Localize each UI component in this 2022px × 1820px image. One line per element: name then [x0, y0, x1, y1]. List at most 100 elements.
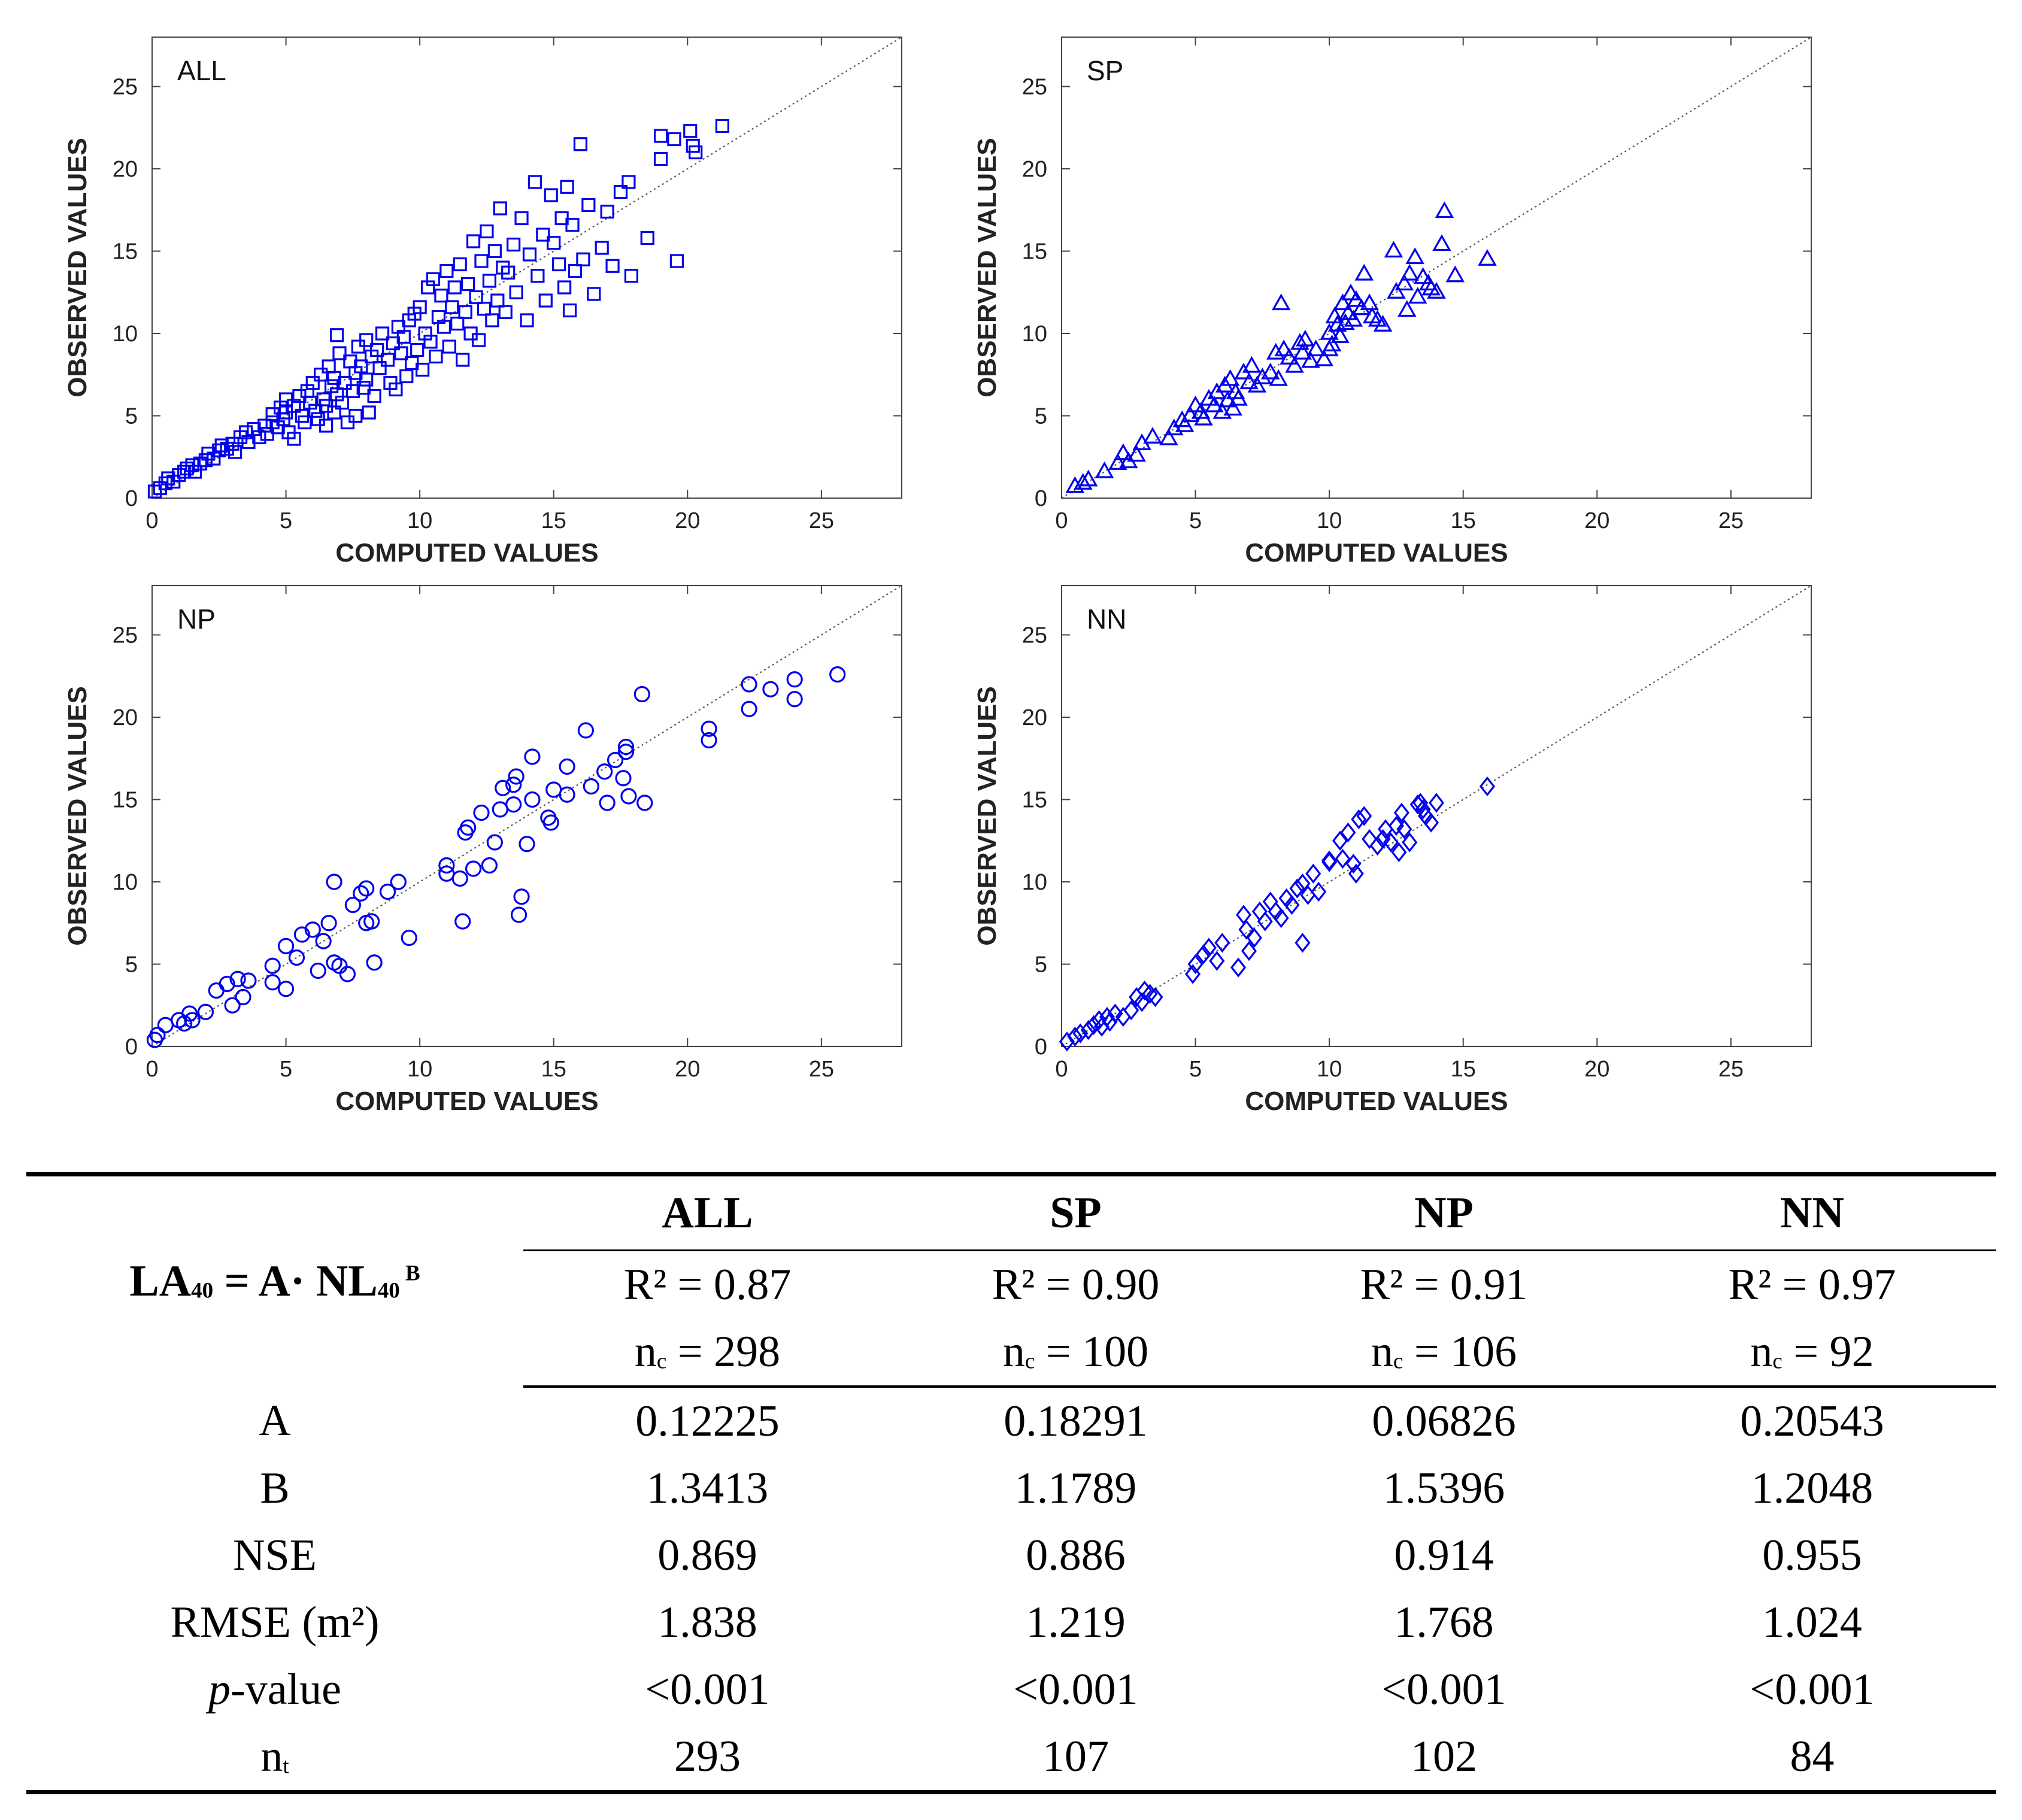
data-point	[1253, 367, 1272, 384]
data-point	[356, 381, 371, 395]
data-point	[1123, 1000, 1139, 1021]
data-point	[264, 974, 281, 991]
data-point	[1214, 933, 1230, 953]
data-point	[1241, 941, 1257, 961]
x-tick-label: 5	[1189, 1057, 1202, 1082]
data-point	[1236, 905, 1252, 925]
data-point	[520, 313, 534, 327]
cell-value: 107	[1042, 1731, 1109, 1781]
data-point	[184, 1012, 201, 1029]
cell-value: 1.3413	[646, 1463, 769, 1513]
cell-value: 0.18291	[1004, 1396, 1148, 1446]
scatter-panel-sp: 0 5 10 15 20 25 0 5 10 15 20 25 COMPUTED VALUES OBSER…	[972, 37, 1812, 568]
data-point	[1194, 408, 1213, 426]
y-axis-label: OBSERVED VALUES	[63, 138, 92, 398]
data-point	[1080, 1020, 1096, 1041]
y-tick-label: 10	[1022, 870, 1047, 895]
data-point	[1348, 863, 1364, 884]
data-point	[338, 375, 352, 390]
row-rmse: RMSE (m²) 1.838 1.219 1.768 1.024	[26, 1589, 1996, 1656]
data-point	[622, 175, 636, 189]
data-point	[208, 982, 225, 999]
data-point	[508, 768, 525, 785]
y-tick-label: 25	[1022, 75, 1047, 100]
data-point	[1384, 241, 1403, 258]
equation-base: LA	[129, 1257, 192, 1306]
data-point	[1271, 293, 1291, 311]
data-point	[335, 395, 350, 410]
r2-nn: R² = 0.97	[1728, 1260, 1896, 1309]
data-point	[1402, 832, 1418, 853]
data-point	[1108, 453, 1127, 470]
data-point	[1408, 287, 1427, 304]
data-point	[293, 926, 310, 943]
data-point	[1347, 290, 1366, 307]
data-point	[1289, 878, 1305, 899]
data-point	[327, 405, 341, 420]
reference-line	[151, 37, 902, 499]
data-point	[436, 320, 451, 334]
data-point	[1322, 334, 1342, 351]
data-point	[1369, 835, 1386, 856]
cell-value: 0.20543	[1740, 1396, 1884, 1446]
x-axis-label: COMPUTED VALUES	[1245, 538, 1508, 568]
data-point	[482, 274, 497, 288]
x-tick-label: 5	[1189, 508, 1202, 533]
row-b: B 1.3413 1.1789 1.5396 1.2048	[26, 1455, 1996, 1522]
data-point	[1284, 894, 1300, 915]
data-point	[305, 375, 320, 390]
column-header-np: NP	[1260, 1174, 1628, 1251]
row-label-text: n	[260, 1731, 283, 1781]
data-point	[1186, 395, 1205, 412]
equation-sub1: 40	[191, 1278, 214, 1303]
x-tick-label: 0	[1055, 1057, 1068, 1082]
data-point	[495, 779, 511, 796]
data-point	[560, 180, 574, 194]
data-point	[329, 328, 344, 342]
data-point	[358, 880, 375, 897]
data-point	[1340, 822, 1356, 843]
data-point	[530, 269, 545, 283]
data-point	[524, 748, 541, 765]
data-point	[287, 432, 301, 446]
data-point	[536, 228, 550, 242]
data-point	[1351, 809, 1367, 830]
data-point	[366, 954, 383, 971]
data-point	[442, 339, 456, 354]
data-point	[363, 913, 380, 930]
y-axis-label: OBSERVED VALUES	[972, 686, 1002, 946]
data-point	[310, 962, 326, 979]
data-point	[1305, 863, 1321, 884]
nc-symbol: n	[1750, 1327, 1773, 1376]
data-point	[212, 443, 226, 457]
data-point	[410, 342, 425, 357]
nc-sp: nc = 100	[892, 1318, 1260, 1388]
data-point	[552, 257, 566, 272]
data-point	[1301, 351, 1320, 368]
data-point	[423, 335, 438, 349]
regression-stats-table: LA40 = A· NL40 B ALL SP NP NN R² = 0.87 …	[26, 1172, 1996, 1794]
data-point	[653, 151, 668, 166]
cell-value: <0.001	[1381, 1664, 1506, 1714]
data-point	[741, 676, 757, 693]
data-point	[1393, 802, 1409, 823]
data-point	[559, 786, 575, 803]
data-point	[1415, 799, 1431, 820]
data-point	[477, 302, 492, 316]
data-point	[636, 794, 653, 811]
r2-sp: R² = 0.90	[992, 1260, 1160, 1309]
data-point	[505, 776, 522, 793]
row-label: RMSE (m²)	[170, 1597, 380, 1647]
y-tick-label: 0	[1035, 486, 1047, 511]
data-point	[487, 244, 502, 259]
data-point	[507, 237, 521, 252]
reference-line	[1061, 37, 1812, 499]
data-point	[235, 988, 251, 1006]
data-point	[1143, 426, 1162, 444]
data-point	[617, 738, 635, 756]
x-axis-label: COMPUTED VALUES	[335, 1087, 598, 1116]
data-point	[332, 346, 347, 360]
data-point	[277, 981, 295, 997]
data-point	[434, 289, 448, 303]
plot-frame	[151, 585, 902, 1047]
